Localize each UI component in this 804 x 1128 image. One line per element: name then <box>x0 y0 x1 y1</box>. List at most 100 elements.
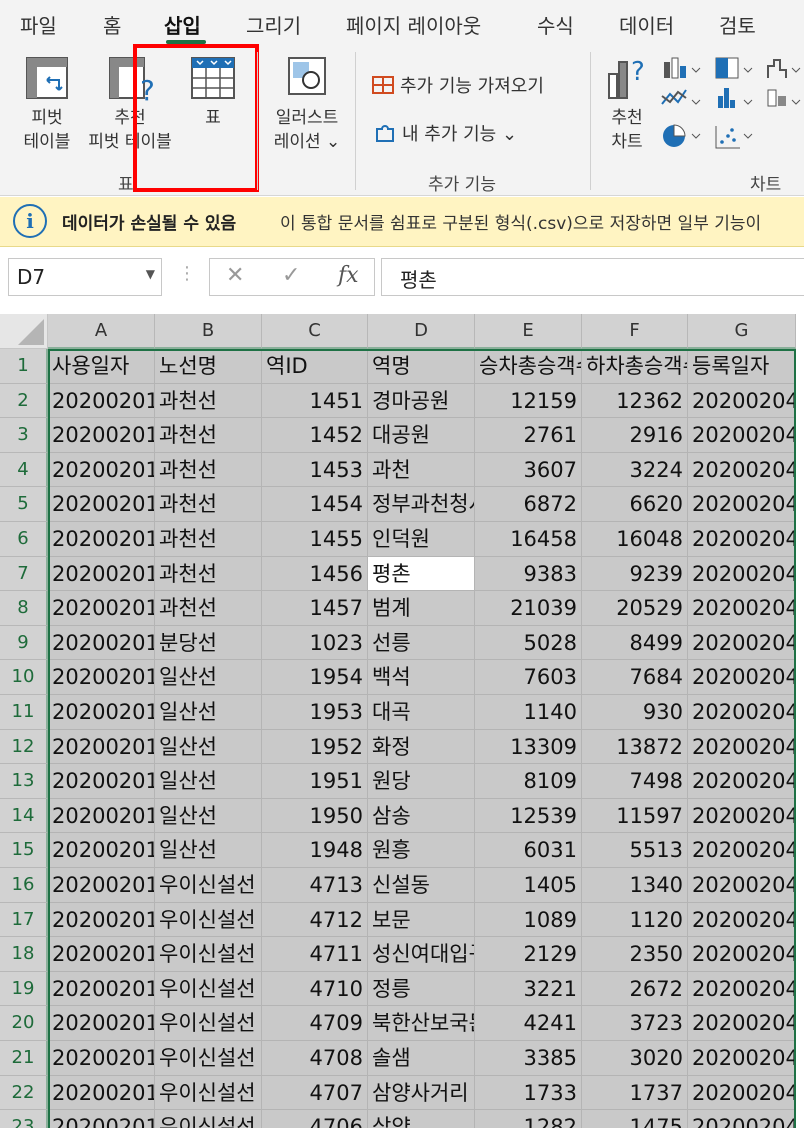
table-cell[interactable]: 20200204 <box>688 798 796 834</box>
table-cell[interactable]: 20200201 <box>48 695 155 730</box>
table-cell[interactable]: 20200201 <box>48 1041 155 1076</box>
table-cell[interactable]: 20200204 <box>688 591 796 626</box>
table-cell[interactable]: 4711 <box>262 937 368 972</box>
table-cell[interactable]: 1282 <box>475 1110 582 1128</box>
column-header-f[interactable]: F <box>582 314 688 349</box>
table-cell[interactable]: 6872 <box>475 487 582 522</box>
table-cell[interactable]: 20200204 <box>688 833 796 868</box>
table-cell[interactable]: 3607 <box>475 452 582 488</box>
row-header[interactable]: 20 <box>0 1006 48 1041</box>
table-cell[interactable]: 정부과천청사 <box>368 487 475 522</box>
table-cell[interactable]: 1453 <box>262 452 368 488</box>
table-cell[interactable]: 경마공원 <box>368 383 475 419</box>
table-cell[interactable]: 20200204 <box>688 764 796 799</box>
table-cell[interactable]: 1948 <box>262 833 368 868</box>
table-cell[interactable]: 1454 <box>262 487 368 522</box>
illustrations-button[interactable]: 일러스트 레이션 ⌄ <box>266 54 348 154</box>
row-header[interactable]: 3 <box>0 418 48 453</box>
table-cell[interactable]: 3020 <box>582 1041 688 1076</box>
table-cell[interactable]: 20200204 <box>688 522 796 557</box>
row-header[interactable]: 17 <box>0 902 48 938</box>
recommended-charts-button[interactable]: ? 추천 차트 <box>596 54 658 154</box>
table-cell[interactable]: 5513 <box>582 833 688 868</box>
row-header[interactable]: 7 <box>0 556 48 592</box>
table-cell[interactable]: 보문 <box>368 902 475 938</box>
table-cell[interactable]: 일산선 <box>155 695 262 730</box>
get-addins-button[interactable]: 추가 기능 가져오기 <box>370 72 544 98</box>
table-cell[interactable]: 20200204 <box>688 383 796 419</box>
table-cell[interactable]: 12159 <box>475 383 582 419</box>
table-cell[interactable]: 1455 <box>262 522 368 557</box>
table-cell[interactable]: 2350 <box>582 937 688 972</box>
table-cell[interactable]: 20529 <box>582 591 688 626</box>
chevron-down-icon[interactable]: ▼ <box>145 267 155 281</box>
tab-file[interactable]: 파일 <box>20 14 57 38</box>
table-cell[interactable]: 20200201 <box>48 487 155 522</box>
header-cell[interactable]: 승차총승객수 <box>475 349 582 384</box>
table-cell[interactable]: 우이신설선 <box>155 868 262 903</box>
table-cell[interactable]: 선릉 <box>368 625 475 661</box>
table-cell[interactable]: 9239 <box>582 556 688 592</box>
table-cell[interactable]: 원흥 <box>368 833 475 868</box>
column-header-c[interactable]: C <box>262 314 368 349</box>
table-cell[interactable]: 20200201 <box>48 1006 155 1041</box>
table-cell[interactable]: 20200201 <box>48 833 155 868</box>
table-cell[interactable]: 13309 <box>475 729 582 765</box>
table-cell[interactable]: 20200204 <box>688 1041 796 1076</box>
table-cell[interactable]: 과천선 <box>155 418 262 453</box>
tab-insert[interactable]: 삽입 <box>164 14 201 38</box>
table-cell[interactable]: 삼양사거리 <box>368 1075 475 1111</box>
table-cell[interactable]: 북한산보국문 <box>368 1006 475 1041</box>
table-cell[interactable]: 20200201 <box>48 591 155 626</box>
table-cell[interactable]: 1950 <box>262 798 368 834</box>
column-header-g[interactable]: G <box>688 314 796 349</box>
row-header[interactable]: 11 <box>0 695 48 730</box>
table-cell[interactable]: 과천선 <box>155 383 262 419</box>
table-cell[interactable]: 4708 <box>262 1041 368 1076</box>
table-cell[interactable]: 20200201 <box>48 764 155 799</box>
table-cell[interactable]: 일산선 <box>155 660 262 695</box>
table-cell[interactable]: 4709 <box>262 1006 368 1041</box>
tab-formulas[interactable]: 수식 <box>537 14 574 38</box>
table-cell[interactable]: 우이신설선 <box>155 1110 262 1128</box>
table-cell[interactable]: 11597 <box>582 798 688 834</box>
header-cell[interactable]: 노선명 <box>155 349 262 384</box>
column-header-d[interactable]: D <box>368 314 475 349</box>
row-header[interactable]: 9 <box>0 625 48 661</box>
table-cell[interactable]: 4241 <box>475 1006 582 1041</box>
table-cell[interactable]: 우이신설선 <box>155 971 262 1007</box>
table-cell[interactable]: 16048 <box>582 522 688 557</box>
table-cell[interactable]: 20200204 <box>688 1006 796 1041</box>
table-cell[interactable]: 2672 <box>582 971 688 1007</box>
table-cell[interactable]: 7603 <box>475 660 582 695</box>
row-header[interactable]: 16 <box>0 868 48 903</box>
table-cell[interactable]: 20200204 <box>688 1110 796 1128</box>
insert-function-icon[interactable]: fx <box>338 263 359 288</box>
table-cell[interactable]: 20200201 <box>48 1110 155 1128</box>
row-header[interactable]: 5 <box>0 487 48 522</box>
table-cell[interactable]: 20200204 <box>688 937 796 972</box>
table-cell[interactable]: 2916 <box>582 418 688 453</box>
table-cell[interactable]: 20200204 <box>688 625 796 661</box>
table-cell[interactable]: 과천선 <box>155 591 262 626</box>
table-cell[interactable]: 20200201 <box>48 902 155 938</box>
chart-types-gallery[interactable] <box>660 56 804 168</box>
table-cell[interactable]: 1456 <box>262 556 368 592</box>
table-cell[interactable]: 우이신설선 <box>155 1041 262 1076</box>
table-cell[interactable]: 1140 <box>475 695 582 730</box>
table-cell[interactable]: 과천 <box>368 452 475 488</box>
table-cell[interactable]: 백석 <box>368 660 475 695</box>
table-cell[interactable]: 20200201 <box>48 660 155 695</box>
tab-review[interactable]: 검토 <box>719 14 756 38</box>
table-cell[interactable]: 20200201 <box>48 522 155 557</box>
row-header[interactable]: 4 <box>0 452 48 488</box>
table-cell[interactable]: 20200204 <box>688 695 796 730</box>
table-cell[interactable]: 20200204 <box>688 1075 796 1111</box>
row-header[interactable]: 1 <box>0 349 48 384</box>
table-cell[interactable]: 13872 <box>582 729 688 765</box>
table-cell[interactable]: 분당선 <box>155 625 262 661</box>
table-cell[interactable]: 과천선 <box>155 522 262 557</box>
table-cell[interactable]: 1475 <box>582 1110 688 1128</box>
table-cell[interactable]: 20200204 <box>688 452 796 488</box>
table-cell[interactable]: 1954 <box>262 660 368 695</box>
